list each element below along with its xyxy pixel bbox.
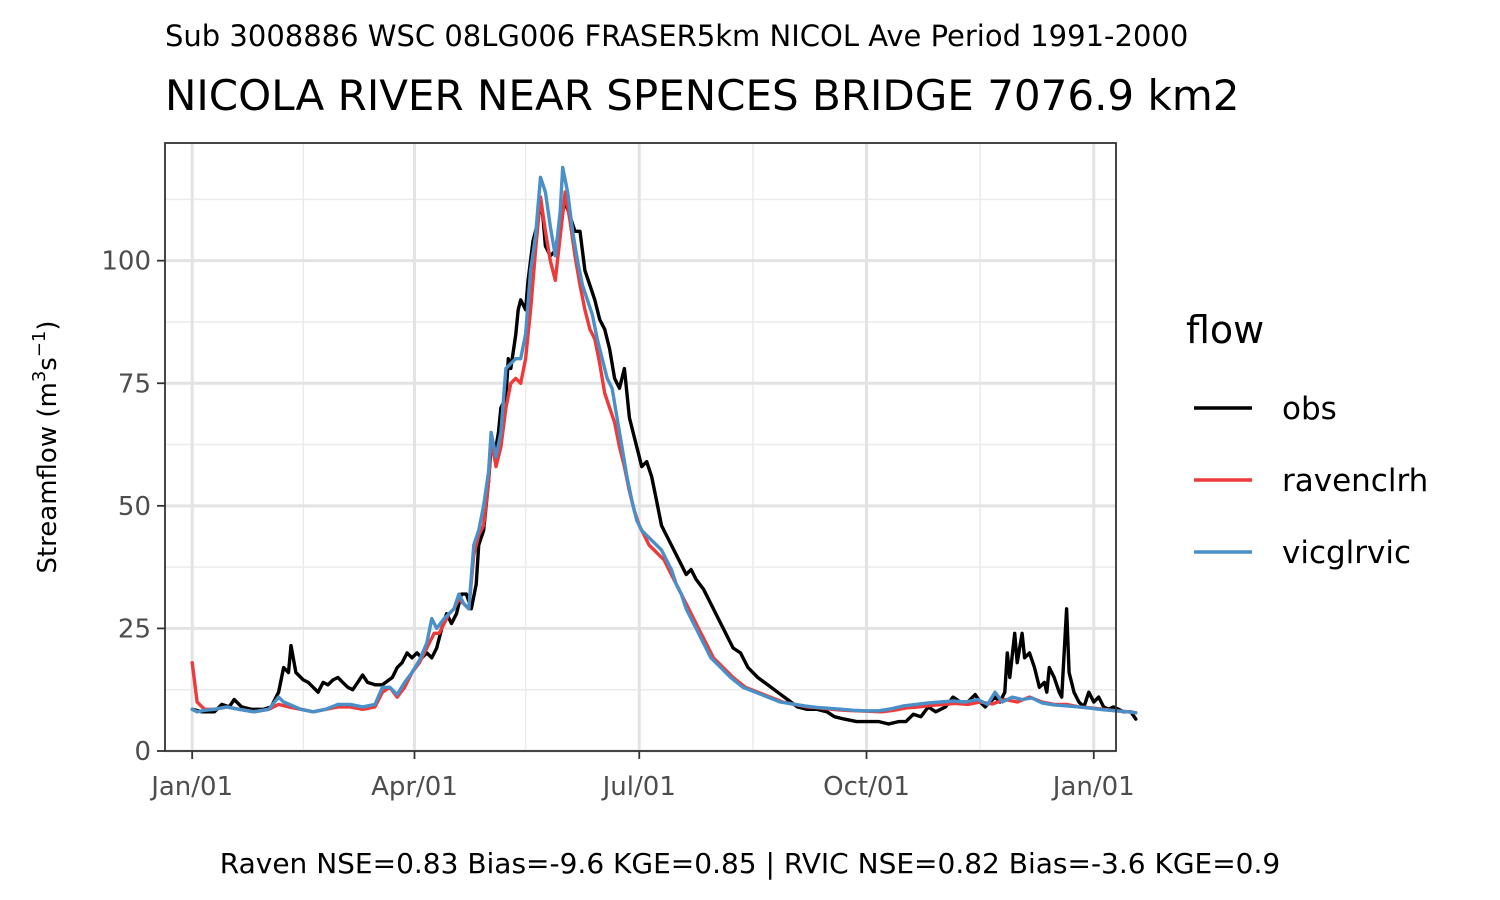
chart-caption: Raven NSE=0.83 Bias=-9.6 KGE=0.85 | RVIC… [220, 847, 1280, 880]
y-axis-title-sup1: 3 [29, 371, 50, 382]
panel-border [164, 142, 1117, 752]
x-tick-label: Jul/01 [601, 772, 676, 802]
chart-title: NICOLA RIVER NEAR SPENCES BRIDGE 7076.9 … [165, 71, 1239, 120]
y-axis-title-end: ) [33, 320, 63, 330]
legend-label-obs: obs [1282, 391, 1337, 427]
chart-subtitle-top: Sub 3008886 WSC 08LG006 FRASER5km NICOL … [165, 19, 1188, 53]
y-axis-title-mid: s [33, 357, 63, 371]
legend: flow obs ravenclrh vicglrvic [1186, 308, 1428, 571]
series-layer [190, 165, 1138, 726]
series-line-vicglrvic [190, 165, 1138, 715]
y-tick-label: 0 [134, 737, 151, 767]
y-tick-label: 100 [101, 247, 151, 277]
y-tick-label: 50 [118, 492, 151, 522]
legend-label-vicglrvic: vicglrvic [1282, 535, 1411, 571]
x-tick-label: Jan/01 [1051, 772, 1135, 802]
y-axis-title-main: Streamflow (m [33, 382, 63, 573]
legend-items: obs ravenclrh vicglrvic [1194, 391, 1428, 571]
y-tick-label: 75 [118, 369, 151, 399]
legend-title: flow [1186, 308, 1264, 352]
x-axis: Jan/01 Apr/01 Jul/01 Oct/01 Jan/01 [149, 751, 1135, 802]
series-line-obs [190, 200, 1138, 726]
plot-panel [164, 142, 1138, 753]
x-tick-label: Apr/01 [371, 772, 458, 802]
y-axis: 0 25 50 75 100 [101, 247, 165, 767]
x-tick-label: Oct/01 [823, 772, 910, 802]
y-axis-title-sup2: −1 [29, 331, 50, 358]
x-tick-label: Jan/01 [149, 772, 233, 802]
y-tick-label: 25 [118, 614, 151, 644]
y-axis-title: Streamflow (m3s−1) [29, 320, 63, 573]
legend-label-ravenclrh: ravenclrh [1282, 463, 1428, 499]
